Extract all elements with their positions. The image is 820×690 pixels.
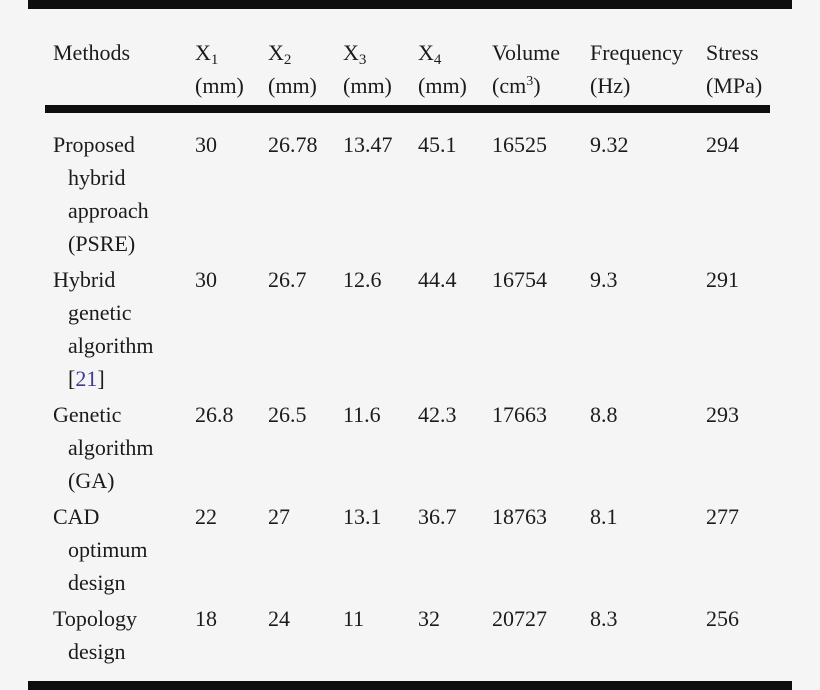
value-ga-stress: 293 bbox=[706, 402, 739, 427]
value-ga-x2: 26.5 bbox=[268, 402, 307, 427]
value-psre-x4: 45.1 bbox=[418, 132, 457, 157]
table-bottom-rule bbox=[28, 681, 792, 690]
value-topology-frequency: 8.3 bbox=[590, 606, 618, 631]
value-hybrid-ga-volume: 16754 bbox=[492, 267, 547, 292]
value-hybrid-ga-frequency: 9.3 bbox=[590, 267, 618, 292]
value-hybrid-ga-x3: 12.6 bbox=[343, 267, 382, 292]
value-topology-x3: 11 bbox=[343, 606, 365, 631]
value-topology-stress: 256 bbox=[706, 606, 739, 631]
method-name-topology: Topology design bbox=[53, 606, 138, 664]
value-topology-x2: 24 bbox=[268, 606, 290, 631]
column-header-x2: X2 (mm) bbox=[268, 40, 317, 98]
method-name-cad: CAD optimum design bbox=[53, 504, 148, 595]
value-cad-x4: 36.7 bbox=[418, 504, 457, 529]
table-top-rule bbox=[28, 0, 792, 9]
value-hybrid-ga-x1: 30 bbox=[195, 267, 217, 292]
method-name-ga: Genetic algorithm (GA) bbox=[53, 402, 154, 493]
column-header-stress: Stress (MPa) bbox=[706, 40, 763, 98]
column-header-volume: Volume (cm3) bbox=[492, 40, 561, 98]
method-name-hybrid-ga: Hybrid genetic algorithm [21] bbox=[53, 267, 154, 391]
value-psre-x3: 13.47 bbox=[343, 132, 393, 157]
value-cad-volume: 18763 bbox=[492, 504, 547, 529]
citation-link-21[interactable]: 21 bbox=[75, 366, 98, 391]
value-hybrid-ga-x4: 44.4 bbox=[418, 267, 457, 292]
value-ga-volume: 17663 bbox=[492, 402, 547, 427]
value-hybrid-ga-stress: 291 bbox=[706, 267, 739, 292]
value-psre-x1: 30 bbox=[195, 132, 217, 157]
value-ga-x4: 42.3 bbox=[418, 402, 457, 427]
method-name-psre: Proposed hybrid approach (PSRE) bbox=[53, 132, 149, 256]
results-table: Methods X1 (mm) X2 (mm) X3 (mm) X4 (mm) … bbox=[53, 36, 800, 668]
value-ga-x3: 11.6 bbox=[343, 402, 381, 427]
value-topology-volume: 20727 bbox=[492, 606, 547, 631]
column-header-x1: X1 (mm) bbox=[195, 40, 244, 98]
value-cad-x1: 22 bbox=[195, 504, 217, 529]
column-header-frequency: Frequency (Hz) bbox=[590, 40, 683, 98]
column-header-x3: X3 (mm) bbox=[343, 40, 392, 98]
column-header-methods: Methods bbox=[53, 40, 130, 65]
value-topology-x4: 32 bbox=[418, 606, 440, 631]
value-psre-frequency: 9.32 bbox=[590, 132, 629, 157]
table-header-rule bbox=[45, 105, 770, 113]
value-cad-x2: 27 bbox=[268, 504, 290, 529]
value-cad-frequency: 8.1 bbox=[590, 504, 618, 529]
column-header-x4: X4 (mm) bbox=[418, 40, 467, 98]
value-psre-x2: 26.78 bbox=[268, 132, 318, 157]
value-cad-x3: 13.1 bbox=[343, 504, 382, 529]
value-psre-stress: 294 bbox=[706, 132, 739, 157]
value-hybrid-ga-x2: 26.7 bbox=[268, 267, 307, 292]
value-psre-volume: 16525 bbox=[492, 132, 547, 157]
value-cad-stress: 277 bbox=[706, 504, 739, 529]
value-ga-x1: 26.8 bbox=[195, 402, 234, 427]
value-ga-frequency: 8.8 bbox=[590, 402, 618, 427]
value-topology-x1: 18 bbox=[195, 606, 217, 631]
